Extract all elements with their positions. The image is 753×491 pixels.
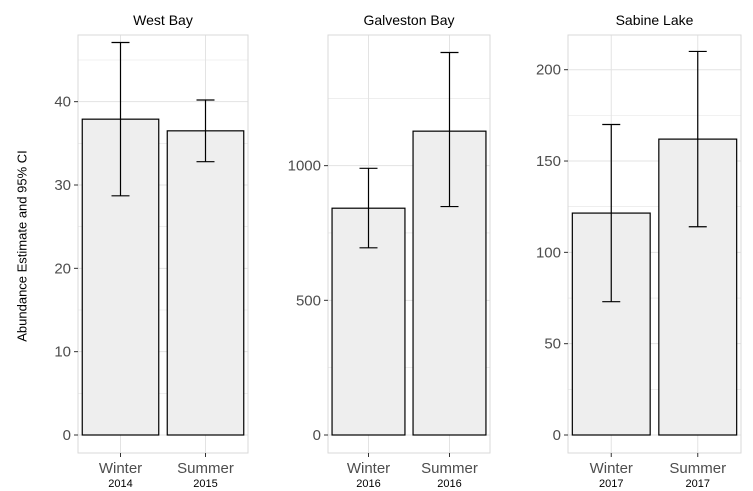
x-tick-sublabel: 2017 <box>686 478 710 490</box>
panel-title-galveston-bay: Galveston Bay <box>363 12 455 28</box>
panel-border <box>77 34 249 454</box>
x-tick-label: Summer <box>669 460 726 477</box>
panel-border <box>567 34 742 454</box>
y-tick-label: 50 <box>544 336 561 353</box>
panel-title-west-bay: West Bay <box>133 12 193 28</box>
y-tick-label: 0 <box>553 427 561 444</box>
x-tick-sublabel: 2015 <box>193 478 217 490</box>
x-tick-sublabel: 2014 <box>108 478 132 490</box>
y-tick-label: 0 <box>63 427 71 444</box>
panel-title-sabine-lake: Sabine Lake <box>615 12 694 28</box>
bar <box>166 130 245 436</box>
x-tick-sublabel: 2017 <box>599 478 623 490</box>
panel-border <box>327 34 491 454</box>
x-tick-sublabel: 2016 <box>437 478 461 490</box>
y-tick-label: 150 <box>536 153 561 170</box>
x-tick-label: Winter <box>347 460 390 477</box>
y-tick-label: 100 <box>536 244 561 261</box>
x-tick-label: Winter <box>99 460 142 477</box>
y-tick-label: 500 <box>296 292 321 309</box>
y-tick-label: 30 <box>54 177 71 194</box>
x-tick-label: Summer <box>177 460 234 477</box>
x-tick-label: Winter <box>590 460 633 477</box>
y-tick-label: 1000 <box>288 158 321 175</box>
x-tick-label: Summer <box>421 460 478 477</box>
x-tick-sublabel: 2016 <box>356 478 380 490</box>
y-tick-label: 40 <box>54 94 71 111</box>
y-tick-label: 20 <box>54 260 71 277</box>
y-tick-label: 0 <box>313 427 321 444</box>
y-tick-label: 10 <box>54 344 71 361</box>
y-tick-label: 200 <box>536 62 561 79</box>
